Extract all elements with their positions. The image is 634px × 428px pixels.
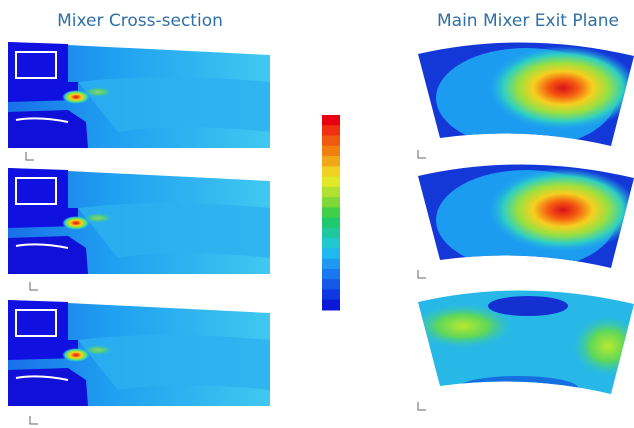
axes-icon bbox=[25, 151, 35, 161]
colorbar-step bbox=[322, 145, 340, 157]
colorbar-step bbox=[322, 248, 340, 260]
colorbar-step bbox=[322, 166, 340, 178]
exit-plane-contour bbox=[418, 28, 634, 148]
colorbar-step bbox=[322, 227, 340, 239]
exit-plane-contour bbox=[413, 276, 634, 400]
colorbar-step bbox=[322, 238, 340, 249]
cross-section-contour bbox=[7, 167, 271, 275]
colorbar-step bbox=[322, 125, 340, 137]
cross-section-contour bbox=[7, 299, 271, 407]
axes-icon bbox=[417, 401, 427, 411]
colorbar-step bbox=[322, 115, 340, 126]
colorbar-step bbox=[322, 197, 340, 208]
colorbar-step bbox=[322, 279, 340, 290]
colorbar-step bbox=[322, 186, 340, 198]
right-title: Main Mixer Exit Plane bbox=[437, 11, 619, 31]
colorbar-step bbox=[322, 207, 340, 219]
exit-plane-contour bbox=[418, 150, 634, 270]
colorbar bbox=[322, 115, 340, 311]
axes-icon bbox=[29, 281, 39, 291]
colorbar-step bbox=[322, 176, 340, 188]
colorbar-step bbox=[322, 217, 340, 229]
colorbar-step bbox=[322, 156, 340, 167]
cross-section-contour bbox=[7, 41, 271, 149]
colorbar-step bbox=[322, 268, 340, 280]
axes-icon bbox=[417, 269, 427, 279]
colorbar-step bbox=[322, 289, 340, 301]
axes-icon bbox=[29, 415, 39, 425]
colorbar-step bbox=[322, 258, 340, 270]
left-title: Mixer Cross-section bbox=[57, 11, 223, 31]
axes-icon bbox=[417, 149, 427, 159]
colorbar-step bbox=[322, 299, 340, 311]
colorbar-step bbox=[322, 135, 340, 147]
